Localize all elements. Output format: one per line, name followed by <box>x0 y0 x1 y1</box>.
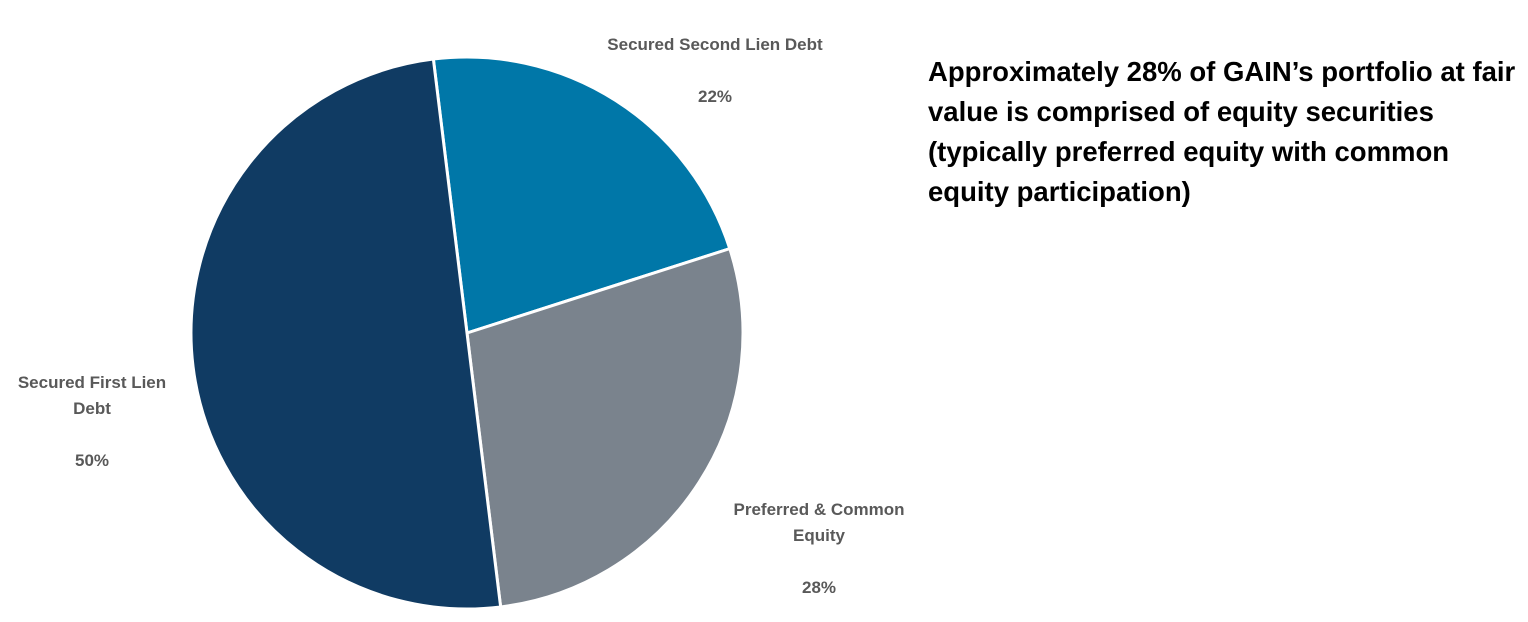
slice-category-label: Secured Second Lien Debt <box>607 35 823 54</box>
slice-value-label: 28% <box>801 578 837 597</box>
pie-slice-secured-first-lien-debt <box>189 57 503 611</box>
slice-value-label: 22% <box>697 87 733 106</box>
slice-value-label: 50% <box>74 451 110 470</box>
pie-slice-secured-second-lien-debt <box>431 55 732 335</box>
pie-slice-preferred-common-equity <box>465 247 745 609</box>
callout-text: Approximately 28% of GAIN’s portfolio at… <box>928 56 1516 207</box>
slice-category-label: Secured First Lien Debt <box>17 373 167 418</box>
slice-category-label: Preferred & Common Equity <box>733 500 905 545</box>
slice-label-secured-second-lien-debt: Secured Second Lien Debt 22% <box>600 6 830 110</box>
slice-label-secured-first-lien-debt: Secured First Lien Debt 50% <box>8 344 176 474</box>
slice-label-preferred-common-equity: Preferred & Common Equity 28% <box>708 471 930 601</box>
